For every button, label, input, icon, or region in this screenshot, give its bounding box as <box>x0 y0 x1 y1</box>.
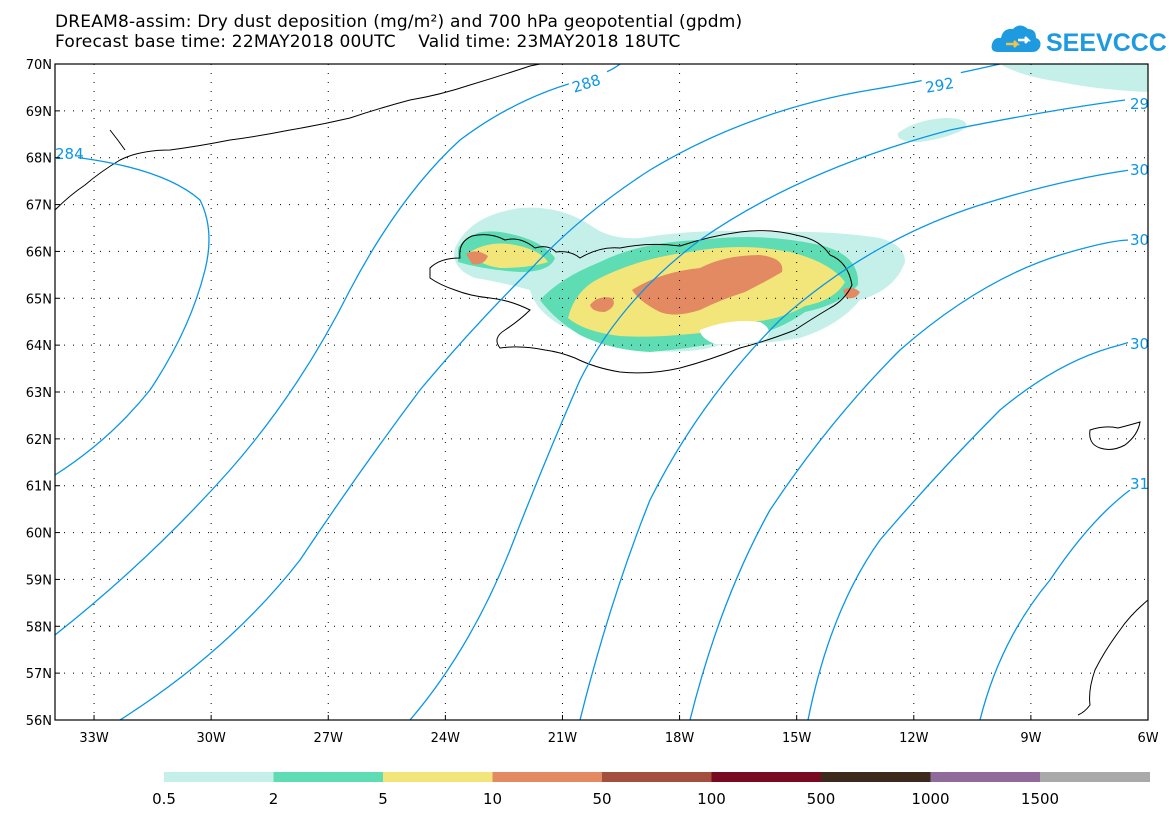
latitude-label: 56N <box>26 714 52 729</box>
colorbar-label: 100 <box>697 790 726 808</box>
map-title: DREAM8-assim: Dry dust deposition (mg/m²… <box>55 12 743 32</box>
latitude-label: 62N <box>26 433 52 448</box>
dust-level-10-area <box>590 297 614 312</box>
latitude-label: 59N <box>26 573 52 588</box>
latitude-axis: 70N 69N 68N 67N 66N 65N 64N 63N 62N 61N 60N 59N 58N 5… <box>26 58 60 729</box>
cloud-logo-icon <box>991 25 1041 52</box>
longitude-label: 9W <box>1020 731 1041 746</box>
longitude-label: 27W <box>314 731 344 746</box>
contour-line-300b <box>689 239 1131 720</box>
colorbar-label: 0.5 <box>152 790 176 808</box>
latitude-label: 69N <box>26 105 52 120</box>
longitude-label: 24W <box>431 731 461 746</box>
greenland-coastline <box>109 129 126 151</box>
dust-level-10-area <box>843 287 860 299</box>
longitude-axis: 33W 30W 27W 24W 21W 18W 15W 12W 9W 6W <box>79 715 1159 746</box>
contour-line-292 <box>409 99 1126 720</box>
latitude-label: 67N <box>26 199 52 214</box>
contour-label: 29 <box>1130 95 1149 113</box>
contour-label: 30 <box>1130 231 1149 249</box>
latitude-label: 65N <box>26 292 52 307</box>
seevccc-logo: SEEVCCC <box>991 25 1167 57</box>
graticule <box>55 64 1148 720</box>
map-plot-area: 284 288 292 29 30 30 30 31 <box>55 64 1149 720</box>
longitude-label: 33W <box>79 731 109 746</box>
logo-text: SEEVCCC <box>1046 29 1167 57</box>
latitude-label: 64N <box>26 339 52 354</box>
longitude-label: 15W <box>782 731 812 746</box>
contour-label: 30 <box>1130 161 1149 179</box>
dust-level-0-5-area <box>1000 64 1148 92</box>
colorbar-swatch <box>821 772 931 782</box>
colorbar-swatch <box>164 772 274 782</box>
colorbar-label: 50 <box>592 790 611 808</box>
colorbar-swatch <box>492 772 603 782</box>
colorbar-swatch <box>1040 772 1150 782</box>
greenland-coastline <box>55 64 541 211</box>
contour-label: 292 <box>924 74 955 97</box>
faroe-islands-coastline <box>1089 421 1141 450</box>
dust-free-patch <box>700 321 769 345</box>
latitude-label: 58N <box>26 620 52 635</box>
contour-line-284 <box>55 154 210 476</box>
dust-deposition-field <box>454 64 1148 352</box>
colorbar-label: 10 <box>483 790 502 808</box>
latitude-label: 61N <box>26 480 52 495</box>
contour-line-288 <box>55 64 621 636</box>
dust-level-10-area <box>466 251 488 265</box>
map-frame <box>54 63 1149 721</box>
colorbar-swatch <box>930 772 1041 782</box>
longitude-label: 21W <box>548 731 578 746</box>
colorbar-label: 1000 <box>911 790 949 808</box>
latitude-label: 68N <box>26 152 52 167</box>
colorbar-label: 1500 <box>1021 790 1059 808</box>
longitude-label: 30W <box>196 731 226 746</box>
contour-label: 30 <box>1130 335 1149 353</box>
contour-line-304 <box>807 341 1131 720</box>
colorbar-swatch <box>383 772 493 782</box>
colorbar-label: 2 <box>269 790 279 808</box>
contour-line-288b <box>119 64 1001 720</box>
colorbar: 0.5 2 5 10 50 100 500 1000 1500 <box>152 772 1150 808</box>
latitude-label: 66N <box>26 245 52 260</box>
longitude-label: 6W <box>1137 731 1158 746</box>
dust-level-0-5-area <box>897 118 967 142</box>
forecast-time-line: Forecast base time: 22MAY2018 00UTC Vali… <box>55 32 681 52</box>
coastlines <box>55 64 1148 716</box>
contour-line-312 <box>979 489 1131 720</box>
geopotential-contours <box>55 64 1131 720</box>
latitude-label: 70N <box>26 58 52 73</box>
longitude-label: 18W <box>665 731 695 746</box>
contour-label: 284 <box>55 145 84 163</box>
latitude-label: 63N <box>26 386 52 401</box>
iceland-coastline <box>429 230 853 374</box>
dust-level-5-area <box>470 243 548 268</box>
contour-label: 31 <box>1130 475 1149 493</box>
longitude-label: 12W <box>899 731 929 746</box>
colorbar-swatch <box>711 772 822 782</box>
latitude-label: 57N <box>26 667 52 682</box>
colorbar-label: 500 <box>807 790 836 808</box>
contour-labels: 284 288 292 29 30 30 30 31 <box>55 64 1149 493</box>
scotland-coastline <box>1077 599 1148 716</box>
contour-line-300a <box>579 169 1131 720</box>
colorbar-swatch <box>602 772 712 782</box>
colorbar-label: 5 <box>378 790 388 808</box>
latitude-label: 60N <box>26 527 52 542</box>
dust-level-10-area <box>632 255 783 315</box>
colorbar-swatch <box>273 772 384 782</box>
